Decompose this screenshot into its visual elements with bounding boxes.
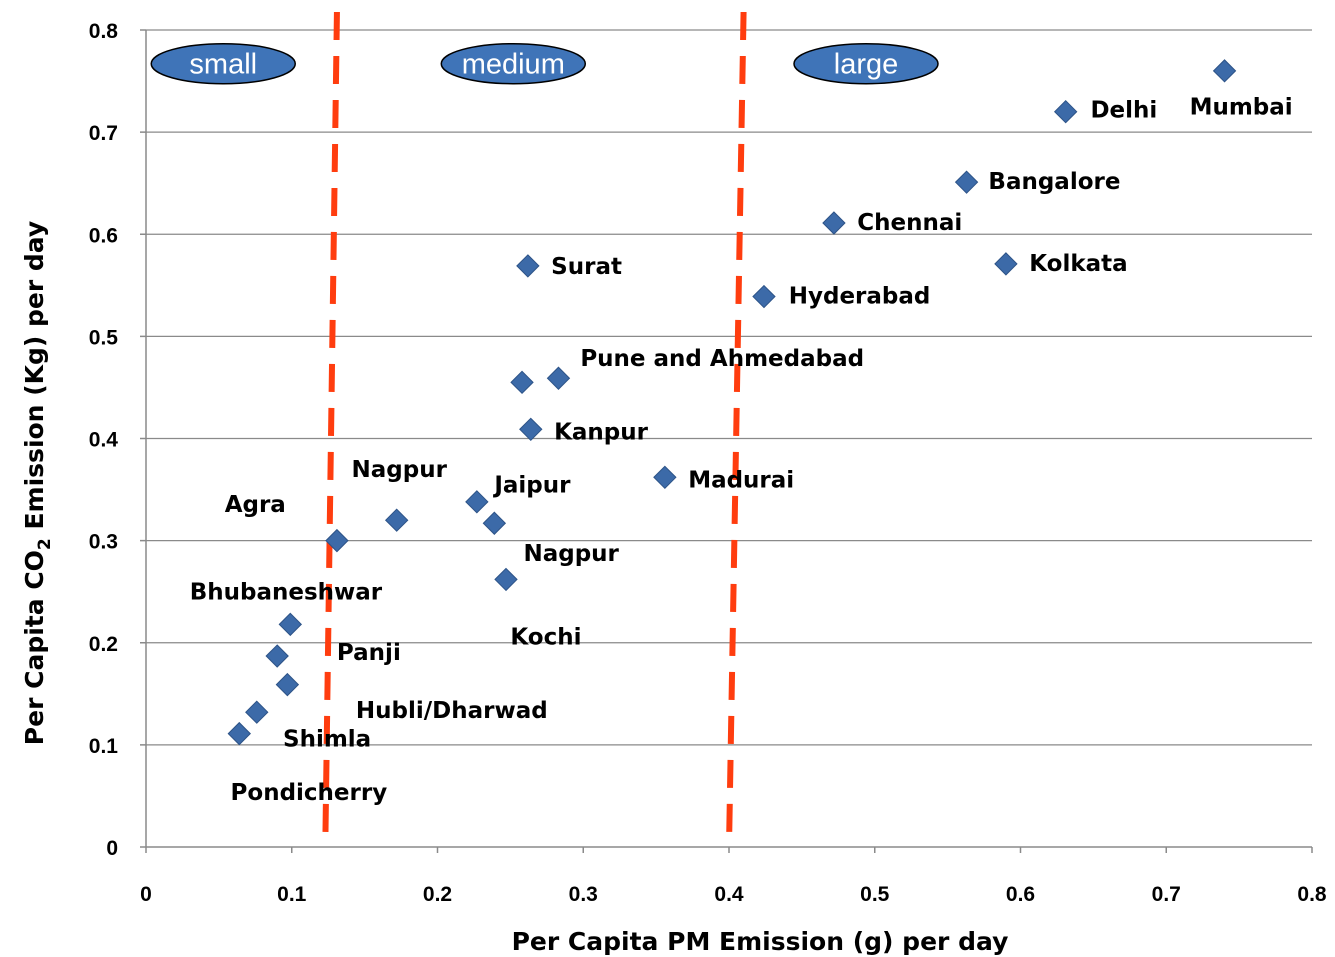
city-label: Panji xyxy=(337,640,401,666)
city-label: Kolkata xyxy=(1029,251,1127,277)
x-tick-label: 0.5 xyxy=(860,883,890,906)
data-point xyxy=(384,508,409,532)
city-label: Nagpur xyxy=(352,457,448,483)
city-label: Jaipur xyxy=(492,472,571,498)
data-point xyxy=(494,567,518,592)
city-label: Kochi xyxy=(510,625,581,651)
divider-line xyxy=(322,11,340,848)
city-label: Surat xyxy=(551,254,622,280)
city-label: Nagpur xyxy=(523,541,619,567)
data-point xyxy=(752,284,776,309)
data-point xyxy=(653,465,677,490)
x-tick-label: 0 xyxy=(140,883,152,906)
data-points xyxy=(227,59,1237,746)
data-point xyxy=(465,490,489,514)
city-label: Delhi xyxy=(1090,98,1157,124)
region-ellipse xyxy=(440,42,587,85)
region-label: large xyxy=(834,49,899,81)
city-label: Agra xyxy=(225,492,286,518)
city-label: Pondicherry xyxy=(231,780,388,806)
y-tick-label: 0 xyxy=(106,837,118,860)
data-point xyxy=(1053,99,1078,124)
y-tick-label: 0.6 xyxy=(89,224,118,247)
region-label: small xyxy=(189,49,257,81)
city-label: Hyderabad xyxy=(789,284,931,310)
y-axis-title-subscript: 2 xyxy=(35,538,55,550)
data-point xyxy=(275,672,300,697)
data-point xyxy=(822,211,846,235)
y-axis-title-part: Per Capita CO xyxy=(20,550,49,745)
axes xyxy=(140,29,1313,853)
region-labels: small medium large xyxy=(150,42,939,85)
data-point xyxy=(325,528,349,553)
y-tick-label: 0.8 xyxy=(89,20,119,43)
y-tick-label: 0.1 xyxy=(89,735,119,758)
x-tick-label: 0.7 xyxy=(1152,883,1181,906)
city-label: Hubli/Dharwad xyxy=(356,698,548,724)
region-ellipse xyxy=(150,42,296,85)
data-point xyxy=(1212,59,1237,83)
data-point xyxy=(546,366,571,390)
city-label: Bhubaneshwar xyxy=(190,580,383,606)
y-tick-labels: 0 0.1 0.2 0.3 0.4 0.5 0.6 0.7 0.8 xyxy=(89,20,119,860)
data-point xyxy=(227,721,251,746)
city-label: Kanpur xyxy=(554,419,649,445)
y-tick-label: 0.7 xyxy=(89,122,118,145)
city-label: Madurai xyxy=(688,467,794,493)
x-tick-labels: 0 0.1 0.2 0.3 0.4 0.5 0.6 0.7 0.8 xyxy=(140,883,1327,906)
data-point xyxy=(519,417,543,442)
x-tick-label: 0.8 xyxy=(1297,883,1327,906)
data-point xyxy=(954,170,979,194)
y-tick-label: 0.5 xyxy=(89,326,119,349)
region-ellipse xyxy=(793,42,939,85)
x-axis-title: Per Capita PM Emission (g) per day xyxy=(512,927,1009,956)
city-labels: Mumbai Delhi Bangalore Chennai Kolkata Surat H… xyxy=(190,95,1293,806)
data-point xyxy=(482,511,507,535)
divider-line xyxy=(726,11,747,848)
gridlines xyxy=(146,29,1312,746)
region-label: medium xyxy=(462,49,565,81)
y-tick-label: 0.3 xyxy=(89,531,118,554)
data-point xyxy=(245,700,269,724)
city-label: Pune and Ahmedabad xyxy=(580,346,864,372)
city-label: Mumbai xyxy=(1190,95,1293,121)
x-tick-label: 0.3 xyxy=(569,883,598,906)
x-tick-label: 0.2 xyxy=(423,883,452,906)
size-dividers xyxy=(322,11,747,848)
y-axis-title: Per Capita CO2 Emission (Kg) per day xyxy=(20,221,55,745)
city-label: Bangalore xyxy=(988,169,1120,195)
data-point xyxy=(265,644,289,668)
city-label: Shimla xyxy=(283,727,371,753)
y-tick-label: 0.4 xyxy=(89,429,119,452)
x-tick-label: 0.1 xyxy=(277,883,307,906)
x-tick-label: 0.6 xyxy=(1006,883,1035,906)
data-point xyxy=(510,370,534,395)
y-tick-label: 0.2 xyxy=(89,633,118,656)
data-point xyxy=(994,252,1018,276)
data-point xyxy=(516,254,540,278)
data-point xyxy=(278,612,302,637)
x-tick-label: 0.4 xyxy=(714,883,744,906)
y-axis-title-part: Emission (Kg) per day xyxy=(20,221,49,538)
city-label: Chennai xyxy=(857,210,962,236)
